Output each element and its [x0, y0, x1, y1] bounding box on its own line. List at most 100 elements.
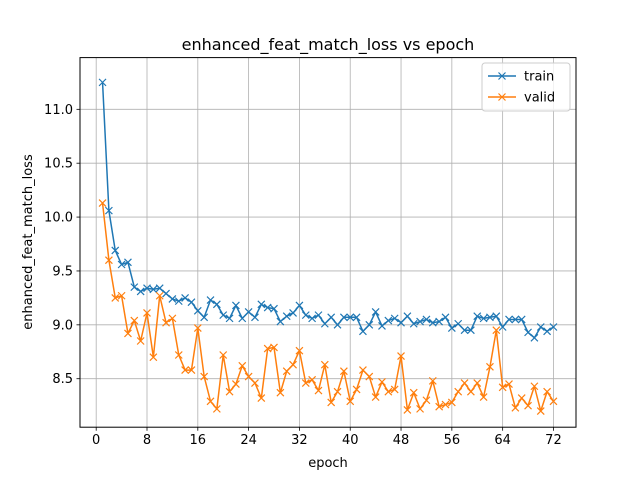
data-point-valid [543, 387, 552, 396]
data-point-train [441, 313, 450, 322]
legend-marker-valid [498, 93, 506, 101]
data-point-valid [251, 379, 259, 387]
data-point-valid [454, 387, 463, 396]
x-tick-label: 40 [342, 433, 359, 448]
data-point-valid [416, 404, 425, 413]
data-point-train [492, 312, 501, 321]
data-point-train [104, 206, 113, 215]
data-point-train [244, 307, 253, 316]
data-point-valid [473, 379, 482, 387]
data-point-train [282, 312, 291, 321]
data-point-valid [149, 353, 158, 362]
data-point-valid [486, 362, 494, 371]
data-point-train [505, 315, 513, 324]
data-point-valid [257, 394, 266, 403]
data-point-valid [187, 366, 196, 375]
data-point-train [511, 315, 520, 324]
data-point-valid [295, 346, 304, 355]
data-point-valid [289, 360, 297, 369]
data-point-train [257, 300, 266, 309]
data-point-valid [155, 291, 164, 300]
data-point-train [276, 317, 285, 326]
data-point-valid [524, 401, 532, 410]
data-point-train [270, 304, 278, 313]
y-tick-label: 8.5 [52, 372, 73, 387]
data-point-train [498, 323, 507, 331]
data-point-train [117, 260, 126, 269]
data-point-train [289, 309, 297, 317]
data-point-valid [181, 366, 190, 375]
data-point-valid [212, 404, 221, 413]
data-point-valid [333, 387, 342, 396]
data-point-train [206, 296, 215, 304]
data-point-train [359, 327, 367, 336]
data-point-train [435, 317, 444, 326]
data-point-train [162, 289, 170, 298]
data-point-valid [143, 309, 151, 317]
x-tick-label: 64 [494, 433, 511, 448]
data-point-valid [206, 397, 215, 406]
data-point-train [473, 312, 482, 321]
data-point-train [193, 306, 202, 315]
data-point-valid [511, 403, 520, 412]
data-point-train [251, 313, 259, 322]
x-tick-label: 56 [444, 433, 461, 448]
data-point-train [111, 246, 120, 255]
data-point-train [479, 314, 488, 323]
series-line-valid [101, 202, 555, 412]
data-point-valid [339, 367, 348, 376]
data-point-valid [117, 291, 126, 300]
data-point-valid [111, 293, 120, 302]
data-point-valid [168, 314, 177, 323]
chart-title: enhanced_feat_match_loss vs epoch [182, 35, 475, 55]
data-point-train [187, 298, 196, 307]
data-point-valid [441, 400, 450, 409]
data-point-train [238, 314, 247, 323]
data-point-train [181, 293, 190, 302]
data-point-valid [301, 379, 310, 387]
data-point-train [200, 313, 209, 322]
y-tick-label: 11.0 [44, 103, 73, 118]
data-point-valid [409, 388, 418, 397]
data-point-valid [460, 379, 469, 387]
x-tick-label: 0 [92, 433, 100, 448]
data-point-train [314, 311, 323, 320]
data-point-valid [530, 382, 539, 391]
x-tick-label: 32 [291, 433, 308, 448]
data-point-train [130, 283, 139, 292]
data-point-train [168, 295, 177, 303]
legend: train valid [481, 62, 571, 112]
data-point-valid [390, 385, 399, 394]
data-point-train [346, 313, 355, 322]
data-point-valid [136, 337, 145, 345]
data-point-train [212, 300, 221, 309]
ticks: 0 8 16 24 32 40 48 56 64 72 8.5 9.0 9.5 10.0 10.5 11.0 [44, 103, 562, 448]
x-tick-label: 72 [545, 433, 562, 448]
data-point-valid [492, 326, 501, 335]
data-point-valid [231, 380, 240, 389]
data-point-train [231, 301, 240, 310]
data-point-valid [346, 397, 355, 406]
data-point-train [378, 321, 386, 330]
data-point-train [536, 323, 545, 331]
data-point-train [397, 318, 405, 327]
data-point-valid [320, 360, 329, 369]
data-point-valid [352, 385, 361, 394]
grid [80, 57, 576, 428]
data-point-valid [428, 376, 437, 385]
data-point-train [371, 307, 380, 316]
data-point-valid [466, 387, 475, 396]
y-tick-label: 10.0 [44, 211, 73, 226]
data-point-valid [517, 394, 526, 403]
data-point-valid [371, 393, 380, 401]
data-point-valid [549, 397, 558, 406]
data-point-valid [403, 406, 412, 414]
data-point-valid [327, 398, 336, 407]
data-point-train [174, 297, 183, 306]
data-point-valid [498, 383, 507, 392]
series-valid [98, 199, 558, 415]
data-point-train [327, 313, 336, 322]
data-point-train [454, 319, 463, 328]
